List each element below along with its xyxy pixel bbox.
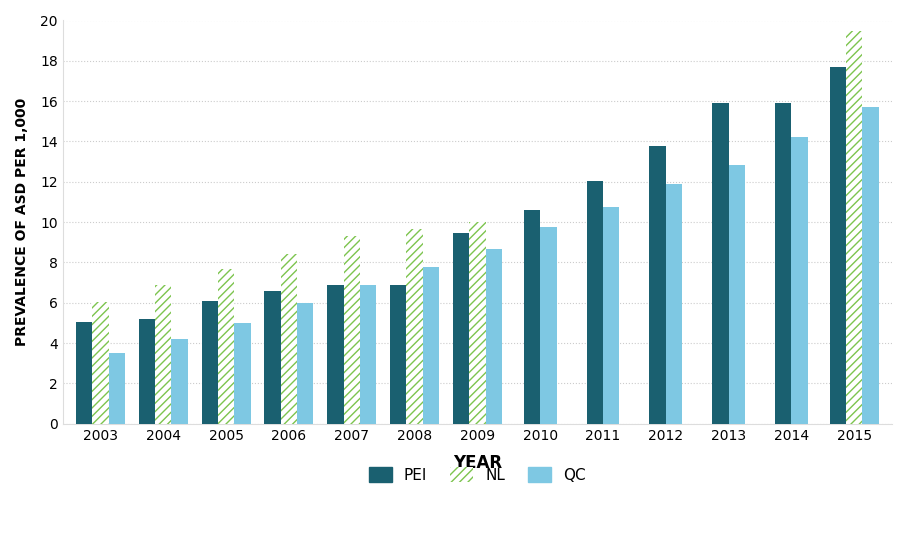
Bar bbox=[171, 339, 188, 424]
Bar bbox=[423, 266, 439, 424]
Bar bbox=[453, 233, 469, 424]
Bar bbox=[728, 165, 745, 424]
Bar bbox=[863, 107, 879, 424]
Bar bbox=[297, 303, 314, 424]
Bar bbox=[485, 250, 502, 424]
Bar bbox=[93, 302, 109, 424]
Y-axis label: PREVALENCE OF ASD PER 1,000: PREVALENCE OF ASD PER 1,000 bbox=[15, 98, 29, 346]
Bar bbox=[155, 285, 171, 424]
Bar bbox=[218, 268, 234, 424]
Bar bbox=[524, 210, 541, 424]
Bar bbox=[775, 103, 792, 424]
Bar bbox=[344, 236, 360, 424]
Bar bbox=[603, 207, 619, 424]
Bar bbox=[541, 227, 557, 424]
Bar bbox=[281, 254, 297, 424]
Bar bbox=[201, 301, 218, 424]
Bar bbox=[390, 285, 406, 424]
Bar bbox=[666, 184, 682, 424]
Bar bbox=[649, 145, 666, 424]
Bar bbox=[139, 319, 155, 424]
Bar bbox=[587, 181, 603, 424]
Bar bbox=[109, 353, 125, 424]
Bar bbox=[712, 103, 728, 424]
Bar bbox=[406, 229, 423, 424]
Bar bbox=[234, 323, 250, 424]
Bar bbox=[360, 285, 376, 424]
Legend: PEI, NL, QC: PEI, NL, QC bbox=[363, 461, 592, 489]
X-axis label: YEAR: YEAR bbox=[453, 454, 502, 472]
Bar bbox=[792, 137, 808, 424]
Bar bbox=[830, 67, 846, 424]
Bar bbox=[76, 322, 93, 424]
Bar bbox=[327, 285, 344, 424]
Bar bbox=[846, 31, 863, 424]
Bar bbox=[469, 222, 485, 424]
Bar bbox=[264, 291, 281, 424]
